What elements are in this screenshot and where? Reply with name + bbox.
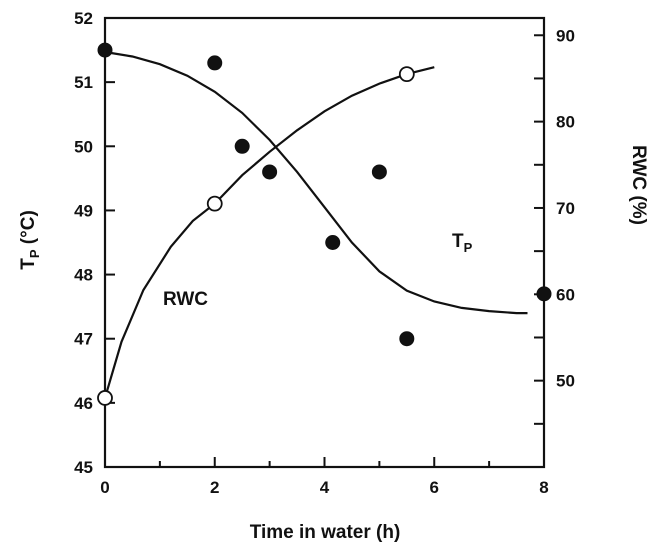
y-left-label-rest: (°C)	[18, 210, 39, 249]
y-right-tick-label: 50	[556, 372, 575, 391]
plot-frame	[103, 16, 546, 469]
tp-point	[97, 42, 113, 58]
y-left-tick-label: 50	[74, 137, 93, 156]
rwc-point	[398, 66, 415, 83]
y-axis-left-label: TP (°C)	[18, 210, 42, 270]
tp-point	[536, 286, 552, 302]
plot-border	[103, 16, 546, 469]
y-left-tick-label: 48	[74, 266, 93, 285]
y-right-tick-label: 70	[556, 199, 575, 218]
tp-annotation-sub: P	[464, 240, 473, 255]
y-axis-right-label: RWC (%)	[628, 145, 649, 225]
rwc-annotation: RWC	[163, 289, 208, 310]
y-left-tick-label: 46	[74, 394, 93, 413]
tp-point	[262, 164, 278, 180]
y-left-label-sub: P	[27, 249, 42, 258]
tp-annotation-main: T	[452, 231, 464, 252]
x-tick-label: 0	[100, 478, 109, 497]
x-tick-label: 6	[430, 478, 439, 497]
tp-point	[399, 331, 415, 347]
rwc-point	[97, 390, 113, 406]
y-right-tick-label: 90	[556, 26, 575, 45]
rwc-point	[206, 195, 223, 212]
y-left-tick-label: 51	[74, 73, 93, 92]
data-points	[97, 42, 552, 406]
y-left-tick-label: 45	[74, 458, 93, 477]
y-left-tick-label: 47	[74, 330, 93, 349]
x-tick-label: 2	[210, 478, 219, 497]
y-left-tick-label: 52	[74, 9, 93, 28]
x-tick-label: 8	[539, 478, 548, 497]
x-axis-label: Time in water (h)	[250, 522, 401, 543]
y-right-tick-label: 80	[556, 113, 575, 132]
tp-point	[325, 235, 341, 250]
y-left-tick-label: 49	[74, 201, 93, 220]
fit-curves	[103, 50, 528, 399]
tp-annotation: TP	[452, 231, 473, 255]
tp-point	[234, 138, 250, 154]
tp-point	[207, 55, 223, 71]
y-right-tick-label: 60	[556, 285, 575, 304]
x-tick-label: 4	[320, 478, 330, 497]
tp-point	[371, 164, 387, 180]
rwc-fit-curve	[103, 66, 435, 399]
y-left-label-main: T	[18, 258, 39, 270]
chart-labels: Time in water (h) TP (°C) RWC (%) RWC TP	[18, 145, 649, 543]
tp-fit-curve	[104, 50, 528, 315]
